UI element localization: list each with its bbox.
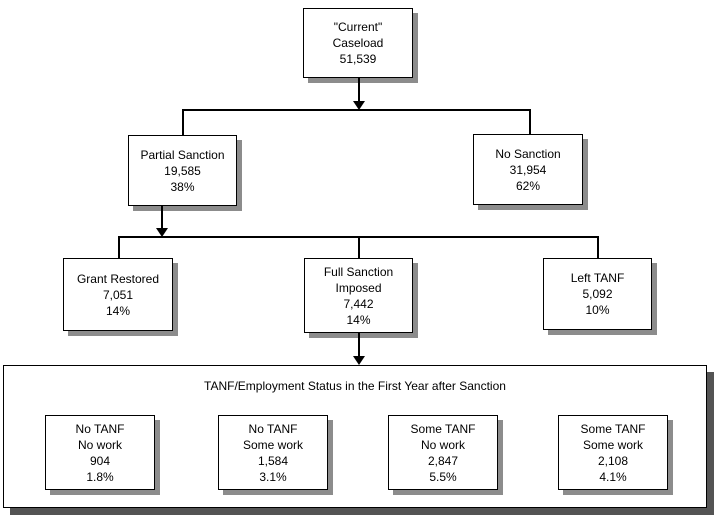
connector-drop-left-tanf bbox=[597, 237, 599, 258]
connector-level2-rail bbox=[182, 109, 531, 111]
connector-partial-stem bbox=[161, 206, 163, 229]
node-line: No TANF bbox=[248, 421, 298, 436]
arrow-down-icon bbox=[353, 101, 365, 110]
node-line: Grant Restored bbox=[76, 271, 160, 286]
node-line: 7,442 bbox=[343, 296, 374, 311]
connector-drop-full-sanction bbox=[358, 237, 360, 258]
node-line: Some work bbox=[242, 437, 304, 452]
first-year-status-section: TANF/Employment Status in the First Year… bbox=[3, 365, 707, 508]
node-line: 14% bbox=[346, 312, 371, 327]
node-line: 2,847 bbox=[427, 453, 459, 468]
node-no-tanf-some-work: No TANF Some work 1,584 3.1% bbox=[218, 415, 328, 490]
node-line: Caseload bbox=[332, 36, 384, 50]
node-line: No work bbox=[420, 437, 465, 452]
arrow-down-icon bbox=[156, 228, 168, 237]
node-line: 14% bbox=[105, 303, 131, 318]
node-line: Partial Sanction bbox=[140, 147, 225, 162]
node-partial-sanction: Partial Sanction 19,585 38% bbox=[128, 135, 237, 206]
node-line: 19,585 bbox=[164, 163, 201, 178]
node-no-tanf-no-work: No TANF No work 904 1.8% bbox=[45, 415, 155, 490]
node-line: 51,539 bbox=[339, 52, 377, 66]
node-line: Some TANF bbox=[580, 421, 646, 436]
connector-drop-grant-restored bbox=[118, 237, 120, 258]
node-line: 3.1% bbox=[259, 469, 287, 484]
node-line: 5.5% bbox=[429, 469, 457, 484]
node-line: 10% bbox=[585, 303, 610, 317]
node-line: 31,954 bbox=[509, 162, 547, 177]
node-left-tanf: Left TANF 5,092 10% bbox=[543, 258, 652, 330]
node-line: 7,051 bbox=[102, 287, 134, 302]
node-line: Left TANF bbox=[570, 271, 625, 285]
node-full-sanction-imposed: Full Sanction Imposed 7,442 14% bbox=[304, 258, 413, 333]
node-line: Some TANF bbox=[410, 421, 476, 436]
connector-current-stem bbox=[358, 78, 360, 102]
node-line: 62% bbox=[515, 178, 541, 193]
node-line: No work bbox=[77, 437, 122, 452]
node-no-sanction: No Sanction 31,954 62% bbox=[473, 134, 583, 205]
node-line: No Sanction bbox=[495, 146, 561, 161]
node-line: Some work bbox=[582, 437, 644, 452]
node-line: Full Sanction bbox=[323, 264, 394, 279]
node-line: No TANF bbox=[75, 421, 125, 436]
node-some-tanf-some-work: Some TANF Some work 2,108 4.1% bbox=[558, 415, 668, 490]
node-line: 5,092 bbox=[582, 287, 613, 301]
node-current-caseload: "Current" Caseload 51,539 bbox=[303, 8, 413, 78]
node-line: 904 bbox=[89, 453, 111, 468]
connector-full-sanction-stem bbox=[358, 333, 360, 357]
connector-drop-no-sanction bbox=[529, 110, 531, 135]
node-line: 2,108 bbox=[597, 453, 629, 468]
node-grant-restored: Grant Restored 7,051 14% bbox=[63, 258, 173, 331]
node-line: 1,584 bbox=[257, 453, 289, 468]
node-line: Imposed bbox=[335, 280, 382, 295]
arrow-down-icon bbox=[353, 356, 365, 365]
node-line: "Current" bbox=[333, 20, 383, 34]
node-line: 4.1% bbox=[599, 469, 627, 484]
node-line: 1.8% bbox=[86, 469, 114, 484]
node-line: 38% bbox=[170, 179, 195, 194]
connector-drop-partial bbox=[182, 110, 184, 136]
node-some-tanf-no-work: Some TANF No work 2,847 5.5% bbox=[388, 415, 498, 490]
section-title: TANF/Employment Status in the First Year… bbox=[204, 379, 506, 393]
